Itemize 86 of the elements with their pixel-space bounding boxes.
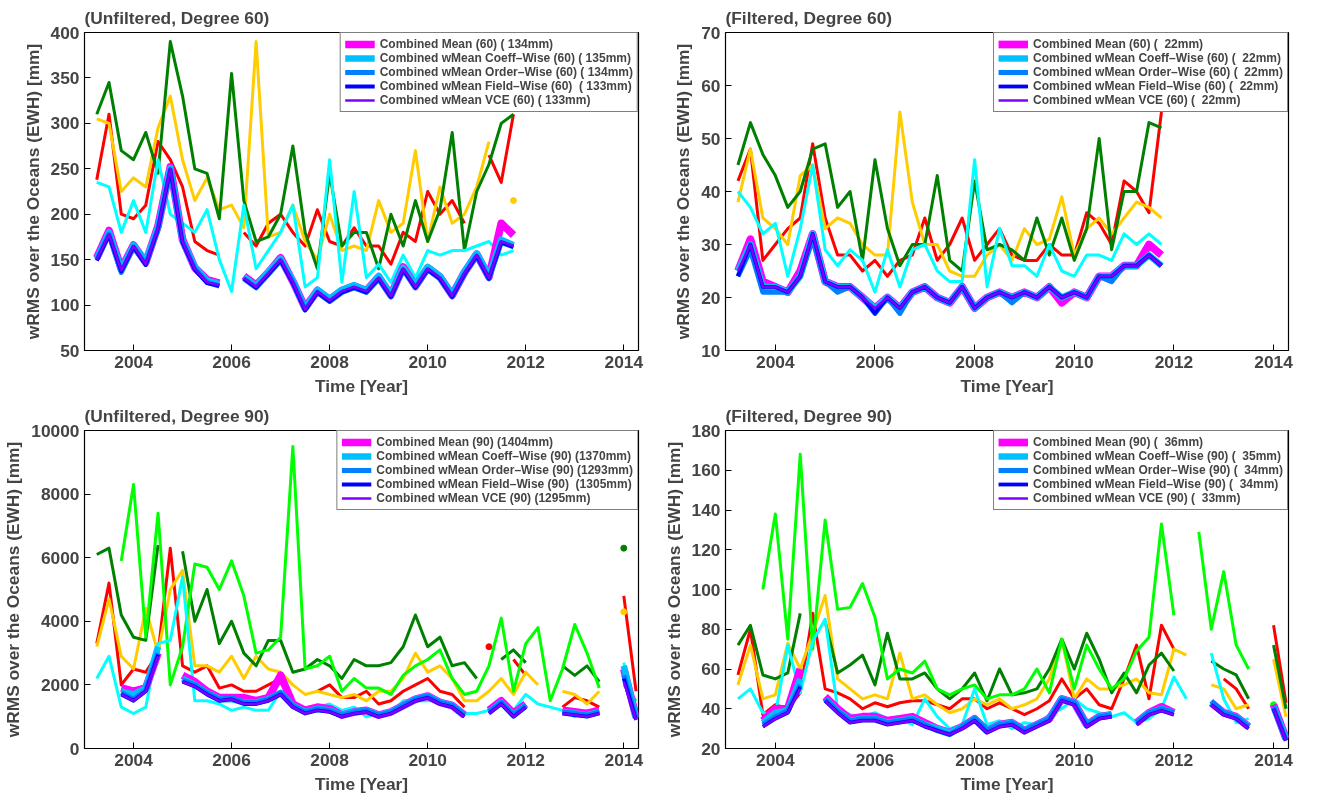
legend-label: Combined Mean (60) ( 22mm) — [1033, 37, 1204, 51]
chart-title: (Filtered, Degree 60) — [725, 7, 893, 28]
x-tick-label: 2010 — [1054, 749, 1094, 770]
x-tick-label: 2006 — [212, 351, 252, 372]
x-tick-label: 2014 — [1254, 749, 1294, 770]
y-tick-label: 20 — [701, 287, 721, 308]
y-tick-label: 30 — [701, 234, 721, 255]
y-tick-label: 250 — [50, 158, 80, 179]
x-tick-label: 2012 — [506, 749, 546, 770]
y-tick-label: 50 — [60, 340, 80, 361]
legend-label: Combined wMean Coeff–Wise (60) ( 135mm) — [379, 51, 631, 65]
y-tick-label: 50 — [701, 128, 721, 149]
legend-label: Combined wMean Field–Wise (60) ( 22mm) — [1033, 79, 1279, 93]
x-tick-label: 2014 — [604, 749, 644, 770]
y-tick-label: 20 — [701, 738, 721, 759]
x-tick-label: 2010 — [408, 351, 447, 372]
y-tick-label: 350 — [50, 67, 80, 88]
legend-label: Combined wMean Order–Wise (90) ( 34mm) — [1033, 463, 1283, 477]
y-axis-title: wRMS over the Oceans (EWH) [mm] — [673, 43, 694, 341]
y-axis-title: wRMS over the Oceans (EWH) [mm] — [663, 441, 684, 739]
legend-label: Combined Mean (90) ( 36mm) — [1033, 435, 1204, 449]
y-tick-label: 150 — [50, 249, 80, 270]
y-tick-label: 200 — [50, 204, 80, 225]
legend-label: Combined wMean Order–Wise (60) ( 134mm) — [379, 65, 633, 79]
y-tick-label: 40 — [701, 698, 721, 719]
y-tick-label: 120 — [691, 539, 721, 560]
x-axis-title: Time [Year] — [960, 375, 1054, 396]
y-axis-title: wRMS over the Oceans (EWH) [mm] — [22, 43, 43, 341]
y-axis-title: wRMS over the Oceans (EWH) [mm] — [3, 441, 24, 739]
legend-label: Combined wMean VCE (90) ( 33mm) — [1033, 491, 1241, 505]
y-tick-label: 140 — [691, 500, 721, 520]
legend-label: Combined wMean Coeff–Wise (90) (1370mm) — [376, 449, 631, 463]
chart-title: (Unfiltered, Degree 90) — [84, 405, 270, 426]
legend-label: Combined wMean VCE (60) ( 22mm) — [1033, 93, 1241, 107]
y-tick-label: 80 — [701, 619, 721, 640]
legend-label: Combined wMean Coeff–Wise (90) ( 35mm) — [1033, 449, 1281, 463]
x-tick-label: 2008 — [310, 749, 350, 770]
y-tick-label: 4000 — [40, 611, 80, 632]
legend-label: Combined wMean Field–Wise (90) (1305mm) — [376, 477, 632, 491]
x-tick-label: 2004 — [756, 749, 795, 770]
chart-title: (Unfiltered, Degree 60) — [84, 7, 270, 28]
x-tick-label: 2012 — [506, 351, 546, 372]
y-tick-label: 0 — [69, 738, 80, 759]
legend-label: Combined Mean (60) ( 134mm) — [379, 37, 554, 51]
x-tick-label: 2008 — [955, 749, 995, 770]
y-tick-label: 2000 — [40, 674, 80, 695]
legend-label: Combined Mean (90) (1404mm) — [376, 435, 554, 449]
legend-label: Combined wMean Order–Wise (60) ( 22mm) — [1033, 65, 1283, 79]
y-tick-label: 100 — [50, 295, 80, 316]
x-axis-title: Time [Year] — [960, 773, 1054, 794]
y-tick-label: 300 — [50, 113, 80, 134]
y-tick-label: 10000 — [31, 420, 80, 441]
x-tick-label: 2012 — [1154, 749, 1194, 770]
y-tick-label: 60 — [701, 75, 721, 96]
legend-label: Combined wMean Field–Wise (90) ( 34mm) — [1033, 477, 1279, 491]
x-tick-label: 2010 — [1054, 351, 1094, 372]
y-tick-label: 180 — [691, 420, 721, 441]
y-tick-label: 8000 — [40, 484, 80, 505]
y-tick-label: 160 — [691, 460, 721, 481]
legend-label: Combined wMean VCE (90) (1295mm) — [376, 491, 591, 505]
legend-label: Combined wMean Order–Wise (90) (1293mm) — [376, 463, 633, 477]
x-axis-title: Time [Year] — [314, 773, 409, 794]
y-tick-label: 10 — [701, 340, 721, 361]
x-tick-label: 2004 — [756, 351, 795, 372]
y-tick-label: 40 — [701, 181, 721, 202]
legend-label: Combined wMean Field–Wise (60) ( 133mm) — [379, 79, 632, 93]
x-tick-label: 2010 — [408, 749, 447, 770]
x-tick-label: 2008 — [310, 351, 350, 372]
x-tick-label: 2012 — [1154, 351, 1194, 372]
x-tick-label: 2014 — [604, 351, 644, 372]
x-tick-label: 2006 — [212, 749, 252, 770]
x-axis-title: Time [Year] — [314, 375, 409, 396]
x-tick-label: 2004 — [114, 351, 154, 372]
y-tick-label: 60 — [701, 659, 721, 679]
x-tick-label: 2006 — [855, 749, 895, 770]
y-tick-label: 6000 — [40, 547, 80, 568]
x-tick-label: 2008 — [955, 351, 995, 372]
chart-title: (Filtered, Degree 90) — [725, 405, 893, 426]
legend-label: Combined wMean Coeff–Wise (60) ( 22mm) — [1033, 51, 1281, 65]
x-tick-label: 2006 — [855, 351, 895, 372]
legend-label: Combined wMean VCE (60) ( 133mm) — [379, 93, 591, 107]
x-tick-label: 2004 — [114, 749, 154, 770]
y-tick-label: 400 — [50, 22, 80, 43]
x-tick-label: 2014 — [1254, 351, 1294, 372]
y-tick-label: 100 — [691, 579, 721, 600]
y-tick-label: 70 — [701, 22, 721, 43]
